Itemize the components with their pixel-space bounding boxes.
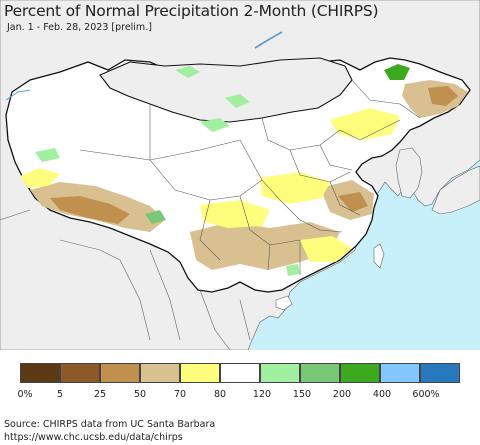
yellow-north: [330, 108, 400, 140]
legend-swatch-0: [20, 363, 60, 383]
legend-label-2: 25: [93, 389, 107, 400]
legend-swatch-6: [260, 363, 300, 383]
legend: 0% 5 25 50 70 80 120 150 200 400 600%: [0, 360, 480, 405]
wet-inner: [200, 118, 230, 132]
mongolia: [99, 57, 353, 123]
legend-swatch-1: [60, 363, 100, 383]
province-boundaries: [79, 79, 421, 275]
legend-swatch-10: [420, 363, 460, 383]
precipitation-map: [0, 0, 480, 350]
lake-baikal: [254, 31, 283, 49]
legend-label-3: 50: [133, 389, 147, 400]
legend-swatch-5: [220, 363, 260, 383]
legend-label-1: 5: [56, 389, 64, 400]
map-title: Percent of Normal Precipitation 2-Month …: [4, 2, 379, 20]
wet-southwest: [145, 210, 166, 224]
legend-swatch-3: [140, 363, 180, 383]
very-dry-tibet: [50, 196, 130, 224]
legend-swatch-7: [300, 363, 340, 383]
river-west: [5, 89, 31, 101]
hainan: [275, 295, 293, 311]
japan: [431, 165, 480, 215]
very-dry-northeast: [428, 86, 458, 106]
legend-label-0: 0%: [17, 389, 33, 400]
very-dry-east: [338, 192, 368, 212]
wet-mongolia: [225, 94, 250, 108]
yellow-central: [260, 172, 330, 204]
yellow-southeast: [300, 236, 352, 262]
legend-label-10: 600%: [412, 389, 440, 400]
yellow-west: [20, 168, 60, 188]
dry-south: [190, 222, 340, 270]
border-lines: [0, 209, 251, 350]
legend-label-5: 80: [213, 389, 227, 400]
legend-swatch-4: [180, 363, 220, 383]
legend-label-7: 150: [292, 389, 312, 400]
legend-label-4: 70: [173, 389, 187, 400]
source-credit: Source: CHIRPS data from UC Santa Barbar…: [4, 419, 216, 430]
legend-swatch-8: [340, 363, 380, 383]
legend-swatch-2: [100, 363, 140, 383]
source-url[interactable]: https://www.chc.ucsb.edu/data/chirps: [4, 432, 183, 443]
legend-label-8: 200: [332, 389, 352, 400]
legend-label-6: 120: [252, 389, 272, 400]
map-subtitle: Jan. 1 - Feb. 28, 2023 [prelim.]: [7, 22, 152, 33]
wet-west: [35, 148, 60, 162]
wet-south: [286, 264, 300, 276]
korea: [395, 147, 423, 199]
legend-swatch-9: [380, 363, 420, 383]
yellow-southwest: [200, 200, 270, 228]
wet-northeast: [384, 64, 410, 80]
taiwan: [373, 243, 385, 269]
legend-label-9: 400: [372, 389, 392, 400]
wet-north: [175, 66, 200, 78]
